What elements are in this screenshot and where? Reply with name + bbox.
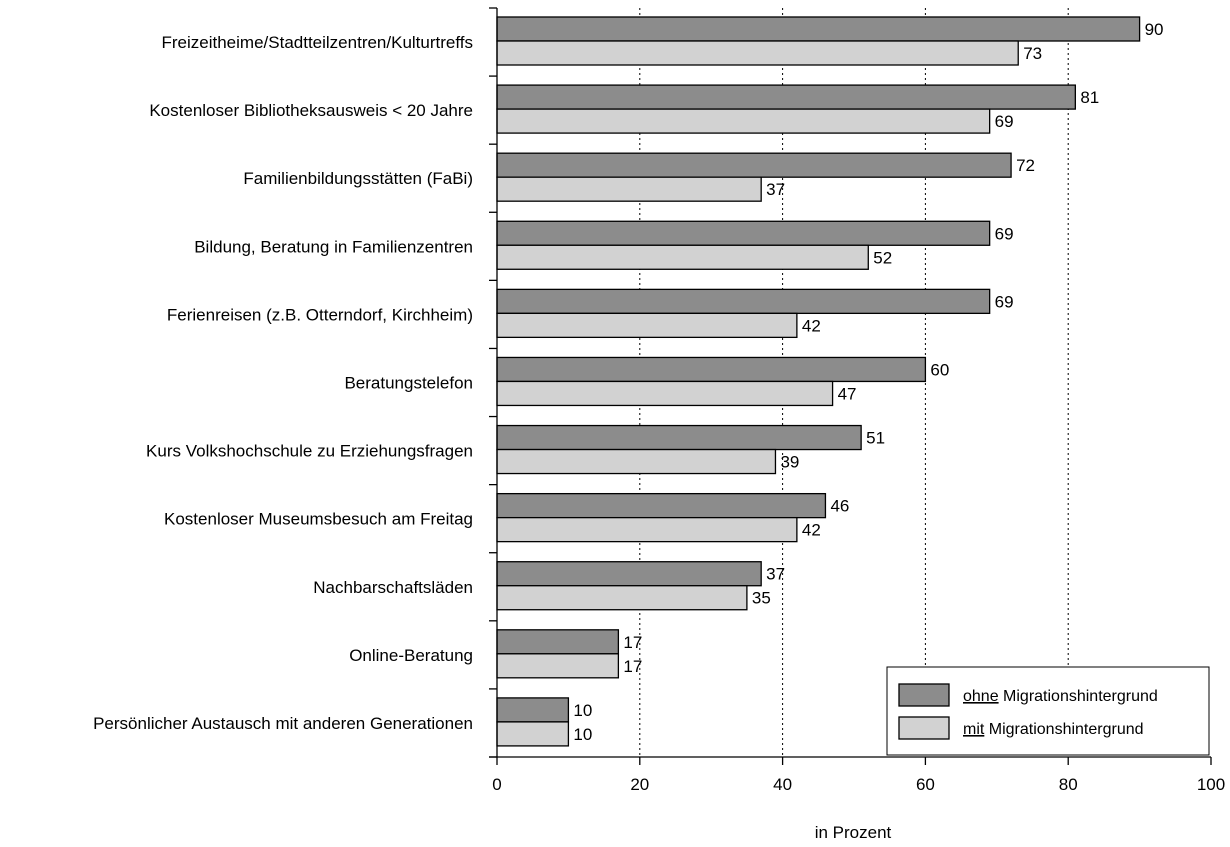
category-labels: Freizeitheime/Stadtteilzentren/Kulturtre… — [93, 33, 473, 733]
category-label-10: Persönlicher Austausch mit anderen Gener… — [93, 714, 473, 733]
bar-ohne-4 — [496, 288, 991, 315]
category-label-1: Kostenloser Bibliotheksausweis < 20 Jahr… — [149, 101, 473, 120]
data-label-ohne-10: 10 — [573, 701, 592, 720]
data-label-ohne-4: 69 — [995, 292, 1014, 311]
data-label-ohne-5: 60 — [930, 360, 949, 379]
x-tick-label-20: 20 — [630, 775, 649, 794]
bar-mit-3 — [496, 244, 869, 270]
legend-label-mit-rest: Migrationshintergrund — [984, 721, 1143, 738]
bar-mit-4 — [496, 312, 798, 339]
data-label-ohne-1: 81 — [1080, 88, 1099, 107]
x-tick-labels: 0 20 40 60 80 100 — [492, 775, 1225, 794]
legend-label-mit-underlined: mit — [963, 721, 985, 738]
data-label-mit-3: 52 — [873, 248, 892, 267]
data-label-ohne-6: 51 — [866, 429, 885, 448]
data-label-mit-0: 73 — [1023, 44, 1042, 63]
category-label-6: Kurs Volkshochschule zu Erziehungsfragen — [146, 442, 473, 461]
category-label-5: Beratungstelefon — [344, 374, 473, 393]
data-label-ohne-8: 37 — [766, 565, 785, 584]
bar-ohne-10 — [496, 697, 570, 723]
data-label-mit-4: 42 — [802, 316, 821, 335]
data-label-ohne-3: 69 — [995, 224, 1014, 243]
x-tick-label-0: 0 — [492, 775, 501, 794]
x-tick-label-80: 80 — [1059, 775, 1078, 794]
x-axis-title: in Prozent — [815, 823, 892, 842]
x-tick-label-60: 60 — [916, 775, 935, 794]
x-tick-label-100: 100 — [1197, 775, 1225, 794]
axes — [489, 7, 1212, 765]
bar-mit-5 — [496, 380, 834, 407]
bar-mit-9 — [496, 653, 620, 679]
bar-ohne-6 — [496, 424, 862, 451]
bar-mit-10 — [496, 721, 570, 747]
bar-mit-2 — [496, 176, 762, 202]
legend-box — [886, 666, 1210, 756]
bar-ohne-9 — [496, 629, 620, 655]
category-label-2: Familienbildungsstätten (FaBi) — [243, 169, 473, 188]
data-label-mit-7: 42 — [802, 521, 821, 540]
data-label-mit-5: 47 — [838, 384, 857, 403]
category-label-4: Ferienreisen (z.B. Otterndorf, Kirchheim… — [167, 305, 473, 324]
data-label-mit-2: 37 — [766, 180, 785, 199]
bar-mit-8 — [496, 585, 748, 611]
data-label-mit-10: 10 — [573, 725, 592, 744]
bar-ohne-5 — [496, 356, 927, 383]
data-label-mit-9: 17 — [623, 657, 642, 676]
bar-mit-6 — [496, 448, 777, 475]
data-label-mit-1: 69 — [995, 112, 1014, 131]
bar-mit-1 — [496, 108, 991, 134]
bar-ohne-8 — [496, 561, 762, 587]
category-label-3: Bildung, Beratung in Familienzentren — [194, 237, 473, 256]
bar-ohne-7 — [496, 492, 827, 519]
x-tick-label-40: 40 — [773, 775, 792, 794]
legend-label-ohne: ohne Migrationshintergrund — [963, 688, 1158, 705]
bar-ohne-3 — [496, 220, 991, 246]
category-label-9: Online-Beratung — [349, 646, 473, 665]
legend: ohne Migrationshintergrund mit Migration… — [886, 666, 1210, 756]
legend-label-ohne-underlined: ohne — [963, 688, 999, 705]
legend-label-mit: mit Migrationshintergrund — [963, 721, 1144, 738]
legend-swatch-mit — [898, 716, 950, 740]
category-label-0: Freizeitheime/Stadtteilzentren/Kulturtre… — [162, 33, 474, 52]
data-label-mit-6: 39 — [780, 453, 799, 472]
legend-swatch-ohne — [898, 683, 950, 707]
data-label-ohne-9: 17 — [623, 633, 642, 652]
category-label-7: Kostenloser Museumsbesuch am Freitag — [164, 510, 473, 529]
bar-ohne-0 — [496, 16, 1141, 42]
bar-ohne-2 — [496, 152, 1012, 178]
data-label-ohne-2: 72 — [1016, 156, 1035, 175]
data-label-ohne-7: 46 — [830, 497, 849, 516]
bars: 90 81 72 69 69 60 51 46 37 17 10 73 69 37 52 42 47 39 42 35… — [496, 16, 1164, 747]
data-label-ohne-0: 90 — [1145, 20, 1164, 39]
bar-ohne-1 — [496, 84, 1076, 110]
category-label-8: Nachbarschaftsläden — [313, 578, 473, 597]
legend-label-ohne-rest: Migrationshintergrund — [999, 688, 1158, 705]
bar-mit-7 — [496, 516, 798, 543]
data-label-mit-8: 35 — [752, 589, 771, 608]
bar-mit-0 — [496, 40, 1019, 66]
